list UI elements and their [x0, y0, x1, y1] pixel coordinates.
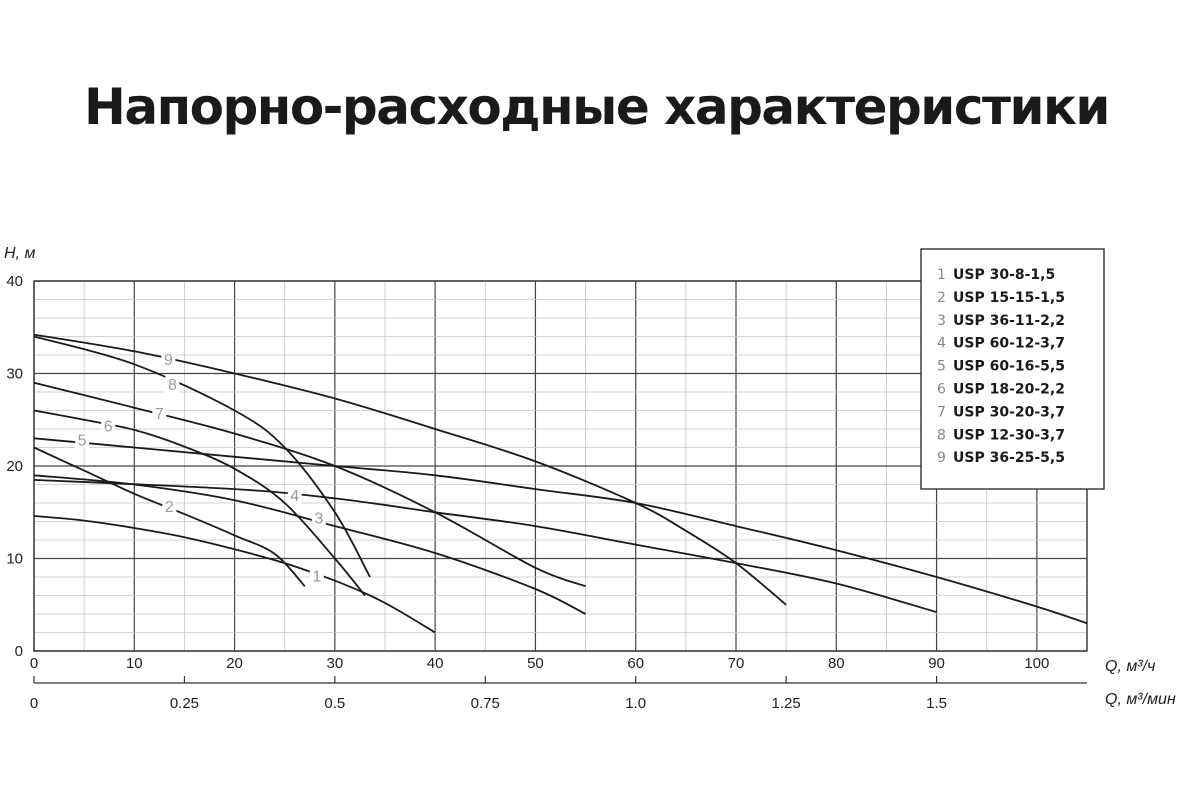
legend-entry: USP 30-20-3,7	[953, 404, 1065, 420]
x2-tick-label: 1.0	[625, 695, 646, 712]
curve-label-bg	[309, 567, 324, 585]
y-tick-label: 40	[6, 273, 23, 290]
x-tick-label: 30	[327, 655, 344, 672]
curve-label-bg	[165, 375, 180, 393]
x-axis-label: Q, м³/ч	[1105, 658, 1155, 675]
curve-4	[33, 479, 937, 613]
curve-label-bg	[287, 486, 302, 504]
x-tick-label: 90	[928, 655, 945, 672]
curve-label-bg	[161, 350, 176, 368]
x2-tick-label: 1.25	[772, 695, 801, 712]
legend-entry: USP 36-25-5,5	[953, 450, 1065, 466]
legend-number: 8	[937, 427, 946, 443]
y-axis-label: H, м	[4, 245, 35, 262]
curve-label-4: 4	[290, 488, 299, 505]
x-tick-label: 60	[627, 655, 644, 672]
legend-entry: USP 30-8-1,5	[953, 267, 1055, 283]
x2-tick-label: 0.25	[170, 695, 199, 712]
x-tick-label: 80	[828, 655, 845, 672]
legend-number: 5	[937, 359, 946, 375]
curve-label-5: 5	[78, 433, 87, 450]
legend-box	[920, 248, 1105, 490]
curve-5	[33, 437, 1088, 625]
curve-label-bg	[162, 497, 177, 515]
y-tick-label: 0	[15, 643, 23, 660]
curve-label-3: 3	[314, 510, 323, 527]
y-tick-label: 10	[6, 551, 23, 568]
curve-8	[33, 335, 371, 578]
curve-label-bg	[311, 508, 326, 526]
x2-tick-label: 1.5	[926, 695, 947, 712]
legend-number: 2	[937, 290, 946, 306]
legend-number: 1	[937, 267, 946, 283]
curve-label-1: 1	[312, 569, 321, 586]
legend-number: 9	[937, 450, 946, 466]
legend-entry: USP 15-15-1,5	[953, 290, 1065, 306]
legend-number: 6	[937, 382, 946, 398]
curve-label-7: 7	[155, 406, 164, 423]
legend: 1 USP 30-8-1,5 2 USP 15-15-1,5 3 USP 36-11-2,…	[920, 248, 1105, 490]
grid	[33, 280, 1088, 652]
x2-tick-label: 0.5	[324, 695, 345, 712]
y-tick-label: 30	[6, 366, 23, 383]
legend-number: 4	[937, 336, 946, 352]
x2-axis-label: Q, м³/мин	[1105, 691, 1176, 708]
x-tick-label: 70	[728, 655, 745, 672]
curve-1	[33, 515, 436, 634]
x2-tick-label: 0	[30, 695, 38, 712]
curve-label-2: 2	[165, 499, 174, 516]
legend-number: 3	[937, 313, 946, 329]
curve-2	[33, 446, 306, 587]
curve-9	[33, 333, 787, 606]
curve-6	[33, 409, 366, 597]
curve-7	[33, 381, 586, 588]
legend-entry: USP 60-12-3,7	[953, 336, 1065, 352]
curve-label-bg	[101, 417, 116, 435]
legend-entry: USP 60-16-5,5	[953, 359, 1065, 375]
x-tick-label: 0	[30, 655, 38, 672]
legend-entry: USP 18-20-2,2	[953, 382, 1065, 398]
curve-label-9: 9	[164, 352, 173, 369]
page-title: Напорно-расходные характеристики	[84, 78, 1110, 136]
x-tick-label: 50	[527, 655, 544, 672]
legend-entry: USP 12-30-3,7	[953, 427, 1065, 443]
curve-label-8: 8	[168, 377, 177, 394]
x2-tick-label: 0.75	[471, 695, 500, 712]
curve-label-6: 6	[104, 419, 113, 436]
legend-entry: USP 36-11-2,2	[953, 313, 1065, 329]
x-tick-label: 40	[427, 655, 444, 672]
x-tick-label: 20	[226, 655, 243, 672]
legend-number: 7	[937, 404, 946, 420]
x-tick-label: 10	[126, 655, 143, 672]
y-tick-label: 20	[6, 458, 23, 475]
x-tick-label: 100	[1024, 655, 1049, 672]
curve-label-bg	[75, 431, 90, 449]
curve-label-bg	[152, 404, 167, 422]
